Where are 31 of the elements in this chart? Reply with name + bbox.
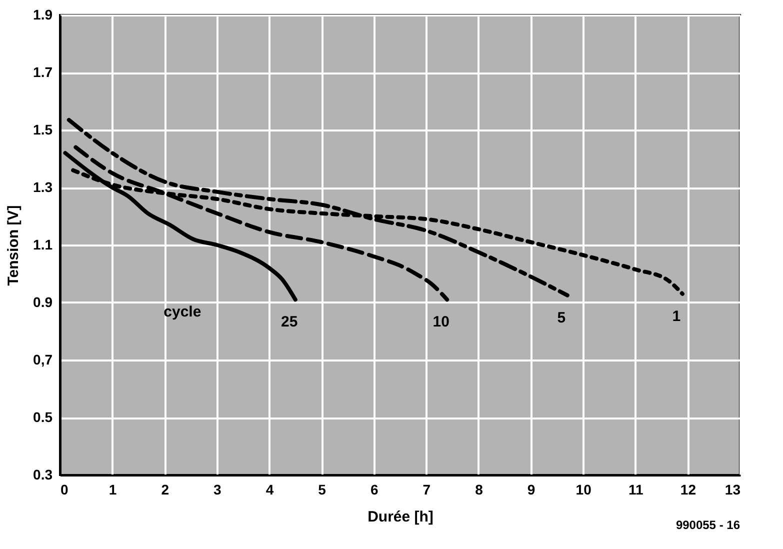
series-label: 25 — [281, 314, 298, 331]
annotation: cycle — [164, 304, 202, 321]
y-tick-label: 0.3 — [33, 466, 53, 482]
y-tick-label: 1.1 — [33, 236, 53, 252]
x-tick-label: 1 — [108, 482, 117, 498]
y-tick-label: 1.5 — [33, 122, 53, 138]
x-tick-label: 11 — [628, 482, 644, 498]
x-tick-label: 3 — [214, 482, 222, 498]
y-tick-label: 1.9 — [33, 6, 53, 22]
x-tick-label: 4 — [266, 482, 274, 498]
x-axis-title: Durée [h] — [368, 508, 434, 526]
y-tick-label: 1.3 — [33, 179, 53, 195]
x-tick-label: 10 — [576, 482, 592, 498]
x-tick-label: 12 — [680, 482, 696, 498]
x-tick-label: 2 — [161, 482, 170, 498]
series-label: 10 — [432, 314, 450, 331]
series-label: 1 — [672, 308, 681, 325]
x-tick-label: 8 — [475, 482, 484, 498]
y-tick-label: 0.5 — [33, 409, 53, 425]
y-tick-label: 0,7 — [33, 352, 53, 368]
series-label: 5 — [557, 309, 566, 326]
x-tick-label: 9 — [527, 482, 536, 498]
x-tick-label: 5 — [318, 482, 326, 498]
x-tick-label: 7 — [422, 482, 431, 498]
y-tick-label: 0.9 — [33, 294, 53, 310]
x-tick-label: 13 — [724, 482, 741, 498]
y-tick-label: 1.7 — [33, 64, 53, 80]
x-tick-label: 0 — [60, 482, 68, 498]
x-tick-label: 6 — [370, 482, 378, 498]
text: 990055 - 16 — [676, 518, 740, 532]
y-axis-title: Tension [V] — [5, 205, 22, 286]
